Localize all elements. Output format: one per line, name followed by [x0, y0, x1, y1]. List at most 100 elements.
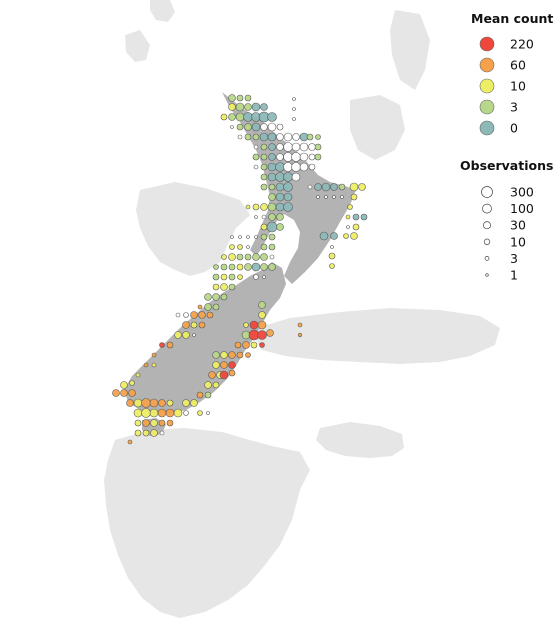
observation-bubble: [142, 419, 150, 427]
observation-bubble: [260, 243, 268, 251]
observation-bubble: [252, 203, 260, 211]
observation-bubble: [276, 213, 284, 221]
observation-bubble: [228, 273, 236, 281]
observation-bubble: [330, 245, 334, 249]
observation-bubble: [346, 225, 350, 229]
observation-bubble: [257, 320, 267, 330]
observation-bubble: [283, 172, 293, 182]
observation-bubble: [212, 283, 220, 291]
land-mass-north: [150, 0, 175, 22]
observation-bubble: [267, 162, 277, 172]
observation-bubble: [268, 143, 276, 151]
observation-bubble: [252, 153, 260, 161]
legend-count-swatch: [479, 120, 495, 136]
observation-bubble: [127, 439, 133, 445]
background-land: [104, 0, 500, 618]
observation-bubble: [261, 214, 267, 220]
observation-bubble: [251, 122, 261, 132]
observation-bubble: [212, 361, 220, 369]
observation-bubble: [308, 153, 316, 161]
observation-bubble: [267, 172, 277, 182]
observation-bubble: [182, 331, 190, 339]
legend-obs-label: 10: [510, 234, 526, 249]
observation-bubble: [260, 183, 268, 191]
observation-bubble: [244, 253, 252, 261]
observation-bubble: [291, 152, 301, 162]
observation-bubble: [213, 264, 219, 270]
observation-bubble: [190, 321, 198, 329]
legend-obs-swatch: [482, 203, 492, 214]
observation-bubble: [166, 419, 174, 427]
observation-bubble: [306, 133, 314, 141]
observation-bubble: [267, 202, 277, 212]
observation-bubble: [266, 329, 274, 337]
legend-obs-swatch: [483, 238, 491, 245]
observation-bubble: [173, 408, 183, 418]
observation-bubble: [292, 107, 296, 111]
observation-bubble: [151, 362, 157, 368]
observation-bubble: [299, 152, 309, 162]
observation-bubble: [230, 235, 234, 239]
observation-bubble: [220, 283, 228, 291]
observation-bubble: [237, 134, 243, 140]
observation-bubble: [358, 183, 366, 191]
observation-bubble: [212, 273, 220, 281]
observation-bubble: [249, 320, 259, 330]
observation-bubble: [208, 371, 216, 379]
observation-bubble: [228, 361, 236, 369]
observation-bubble: [314, 153, 322, 161]
observation-bubble: [268, 193, 276, 201]
observation-bubble: [236, 253, 244, 261]
observation-bubble: [159, 430, 165, 436]
legend-count-swatch: [479, 36, 495, 52]
observation-bubble: [204, 391, 212, 399]
observation-bubble: [237, 274, 243, 280]
observation-bubble: [220, 263, 228, 271]
observation-bubble: [260, 143, 268, 151]
observation-bubble: [292, 133, 300, 141]
observation-bubble: [150, 419, 158, 427]
observation-bubble: [268, 183, 276, 191]
observation-bubble: [330, 183, 338, 191]
observation-bubble: [204, 293, 212, 301]
observation-bubble: [257, 330, 267, 340]
observation-bubble: [260, 163, 268, 171]
legend-count-swatch: [479, 57, 495, 73]
observation-bubble: [275, 192, 285, 202]
legend-mean-count: Mean count 220 60 10 3 0: [471, 11, 553, 136]
observation-bubble: [291, 172, 301, 182]
observation-bubble: [352, 213, 360, 221]
observation-bubble: [228, 103, 236, 111]
observation-bubble: [349, 182, 359, 192]
legend-obs-swatch: [485, 273, 489, 277]
observation-bubble: [275, 162, 285, 172]
legend-count-label: 60: [510, 58, 526, 73]
observation-bubble: [283, 162, 293, 172]
observation-bubble: [268, 153, 276, 161]
observation-bubble: [228, 369, 236, 377]
observation-bubble: [128, 389, 136, 397]
observation-bubble: [328, 252, 336, 260]
land-mass-south-central: [104, 428, 310, 618]
legend-count-label: 0: [510, 121, 518, 136]
observation-bubble: [192, 333, 196, 337]
observation-bubble: [135, 372, 141, 378]
observation-bubble: [251, 262, 261, 272]
land-mass-north-west: [125, 30, 150, 62]
observation-bubble: [314, 183, 322, 191]
land-mass-west: [136, 182, 250, 276]
land-mass-east-strip: [350, 95, 405, 160]
legend-obs-label: 3: [510, 251, 518, 266]
observation-bubble: [283, 182, 293, 192]
legend-obs-swatch: [481, 186, 493, 198]
observation-bubble: [234, 341, 242, 349]
observation-bubble: [340, 195, 344, 199]
observation-bubble: [238, 235, 242, 239]
land-mass-north-east: [390, 10, 430, 90]
observation-bubble: [276, 153, 284, 161]
observation-bubble: [267, 122, 277, 132]
observation-bubble: [258, 301, 266, 309]
observation-bubble: [251, 102, 261, 112]
observation-bubble: [275, 172, 285, 182]
